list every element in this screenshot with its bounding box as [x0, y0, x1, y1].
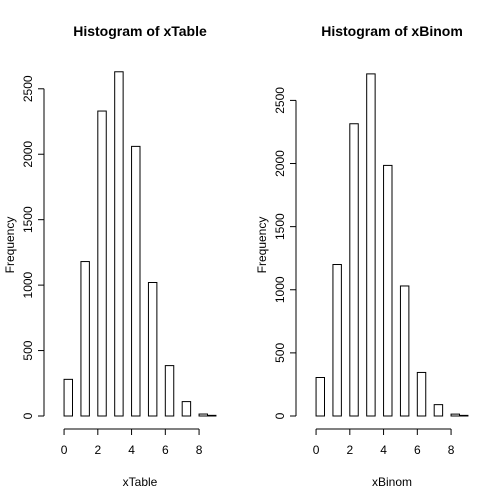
y-tick-label: 1000 — [273, 276, 287, 303]
y-tick-label: 1500 — [273, 213, 287, 240]
y-axis: 0 500 1000 1500 2000 2500 — [21, 75, 44, 419]
x-tick-label: 2 — [94, 443, 101, 457]
x-tick-label: 0 — [313, 443, 320, 457]
histogram-panel-xbinom: Histogram of xBinom xBinom Frequency 0 2 4… — [255, 23, 468, 489]
x-tick-label: 4 — [380, 443, 387, 457]
x-axis-label: xTable — [123, 475, 158, 489]
y-axis: 0 500 1000 1500 2000 2500 — [273, 87, 296, 420]
histogram-bar — [199, 414, 207, 416]
histogram-bar — [316, 378, 324, 417]
histogram-bar — [460, 415, 468, 416]
y-axis-label: Frequency — [255, 217, 269, 274]
y-tick-label: 2000 — [21, 141, 35, 168]
histogram-bar — [384, 165, 392, 416]
y-tick-label: 0 — [273, 412, 287, 419]
histogram-bar — [333, 265, 341, 416]
histogram-bar — [64, 379, 72, 416]
histogram-bar — [115, 72, 123, 416]
x-axis-label: xBinom — [372, 475, 412, 489]
histogram-bar — [434, 405, 442, 416]
x-tick-label: 6 — [162, 443, 169, 457]
y-tick-label: 0 — [21, 412, 35, 419]
histogram-bar — [132, 146, 140, 416]
x-tick-label: 6 — [414, 443, 421, 457]
histogram-bar — [417, 372, 425, 416]
y-tick-label: 2000 — [273, 150, 287, 177]
y-axis-label: Frequency — [3, 217, 17, 274]
y-tick-label: 500 — [21, 340, 35, 360]
x-tick-label: 8 — [196, 443, 203, 457]
histogram-bar — [81, 262, 89, 416]
histogram-bar — [148, 283, 156, 417]
histogram-bar — [182, 402, 190, 416]
histogram-bar — [367, 74, 375, 416]
histogram-bar — [350, 124, 358, 416]
chart-title: Histogram of xTable — [73, 23, 207, 39]
x-axis: 0 2 4 6 8 — [61, 429, 203, 457]
y-tick-label: 2500 — [273, 87, 287, 114]
histogram-bar — [400, 286, 408, 416]
x-axis: 0 2 4 6 8 — [313, 429, 455, 457]
x-tick-label: 4 — [128, 443, 135, 457]
x-tick-label: 2 — [346, 443, 353, 457]
histogram-bar — [165, 366, 173, 416]
histogram-bar — [208, 415, 216, 416]
histogram-bar — [98, 111, 106, 416]
x-tick-label: 8 — [448, 443, 455, 457]
histogram-bars — [64, 72, 216, 416]
y-tick-label: 500 — [273, 343, 287, 363]
histogram-panel-xtable: Histogram of xTable xTable Frequency 0 2 4… — [3, 23, 216, 489]
y-tick-label: 1000 — [21, 271, 35, 298]
x-tick-label: 0 — [61, 443, 68, 457]
histogram-bar — [451, 414, 459, 416]
histogram-bars — [316, 74, 468, 416]
y-tick-label: 2500 — [21, 75, 35, 102]
chart-title: Histogram of xBinom — [321, 23, 463, 39]
y-tick-label: 1500 — [21, 206, 35, 233]
